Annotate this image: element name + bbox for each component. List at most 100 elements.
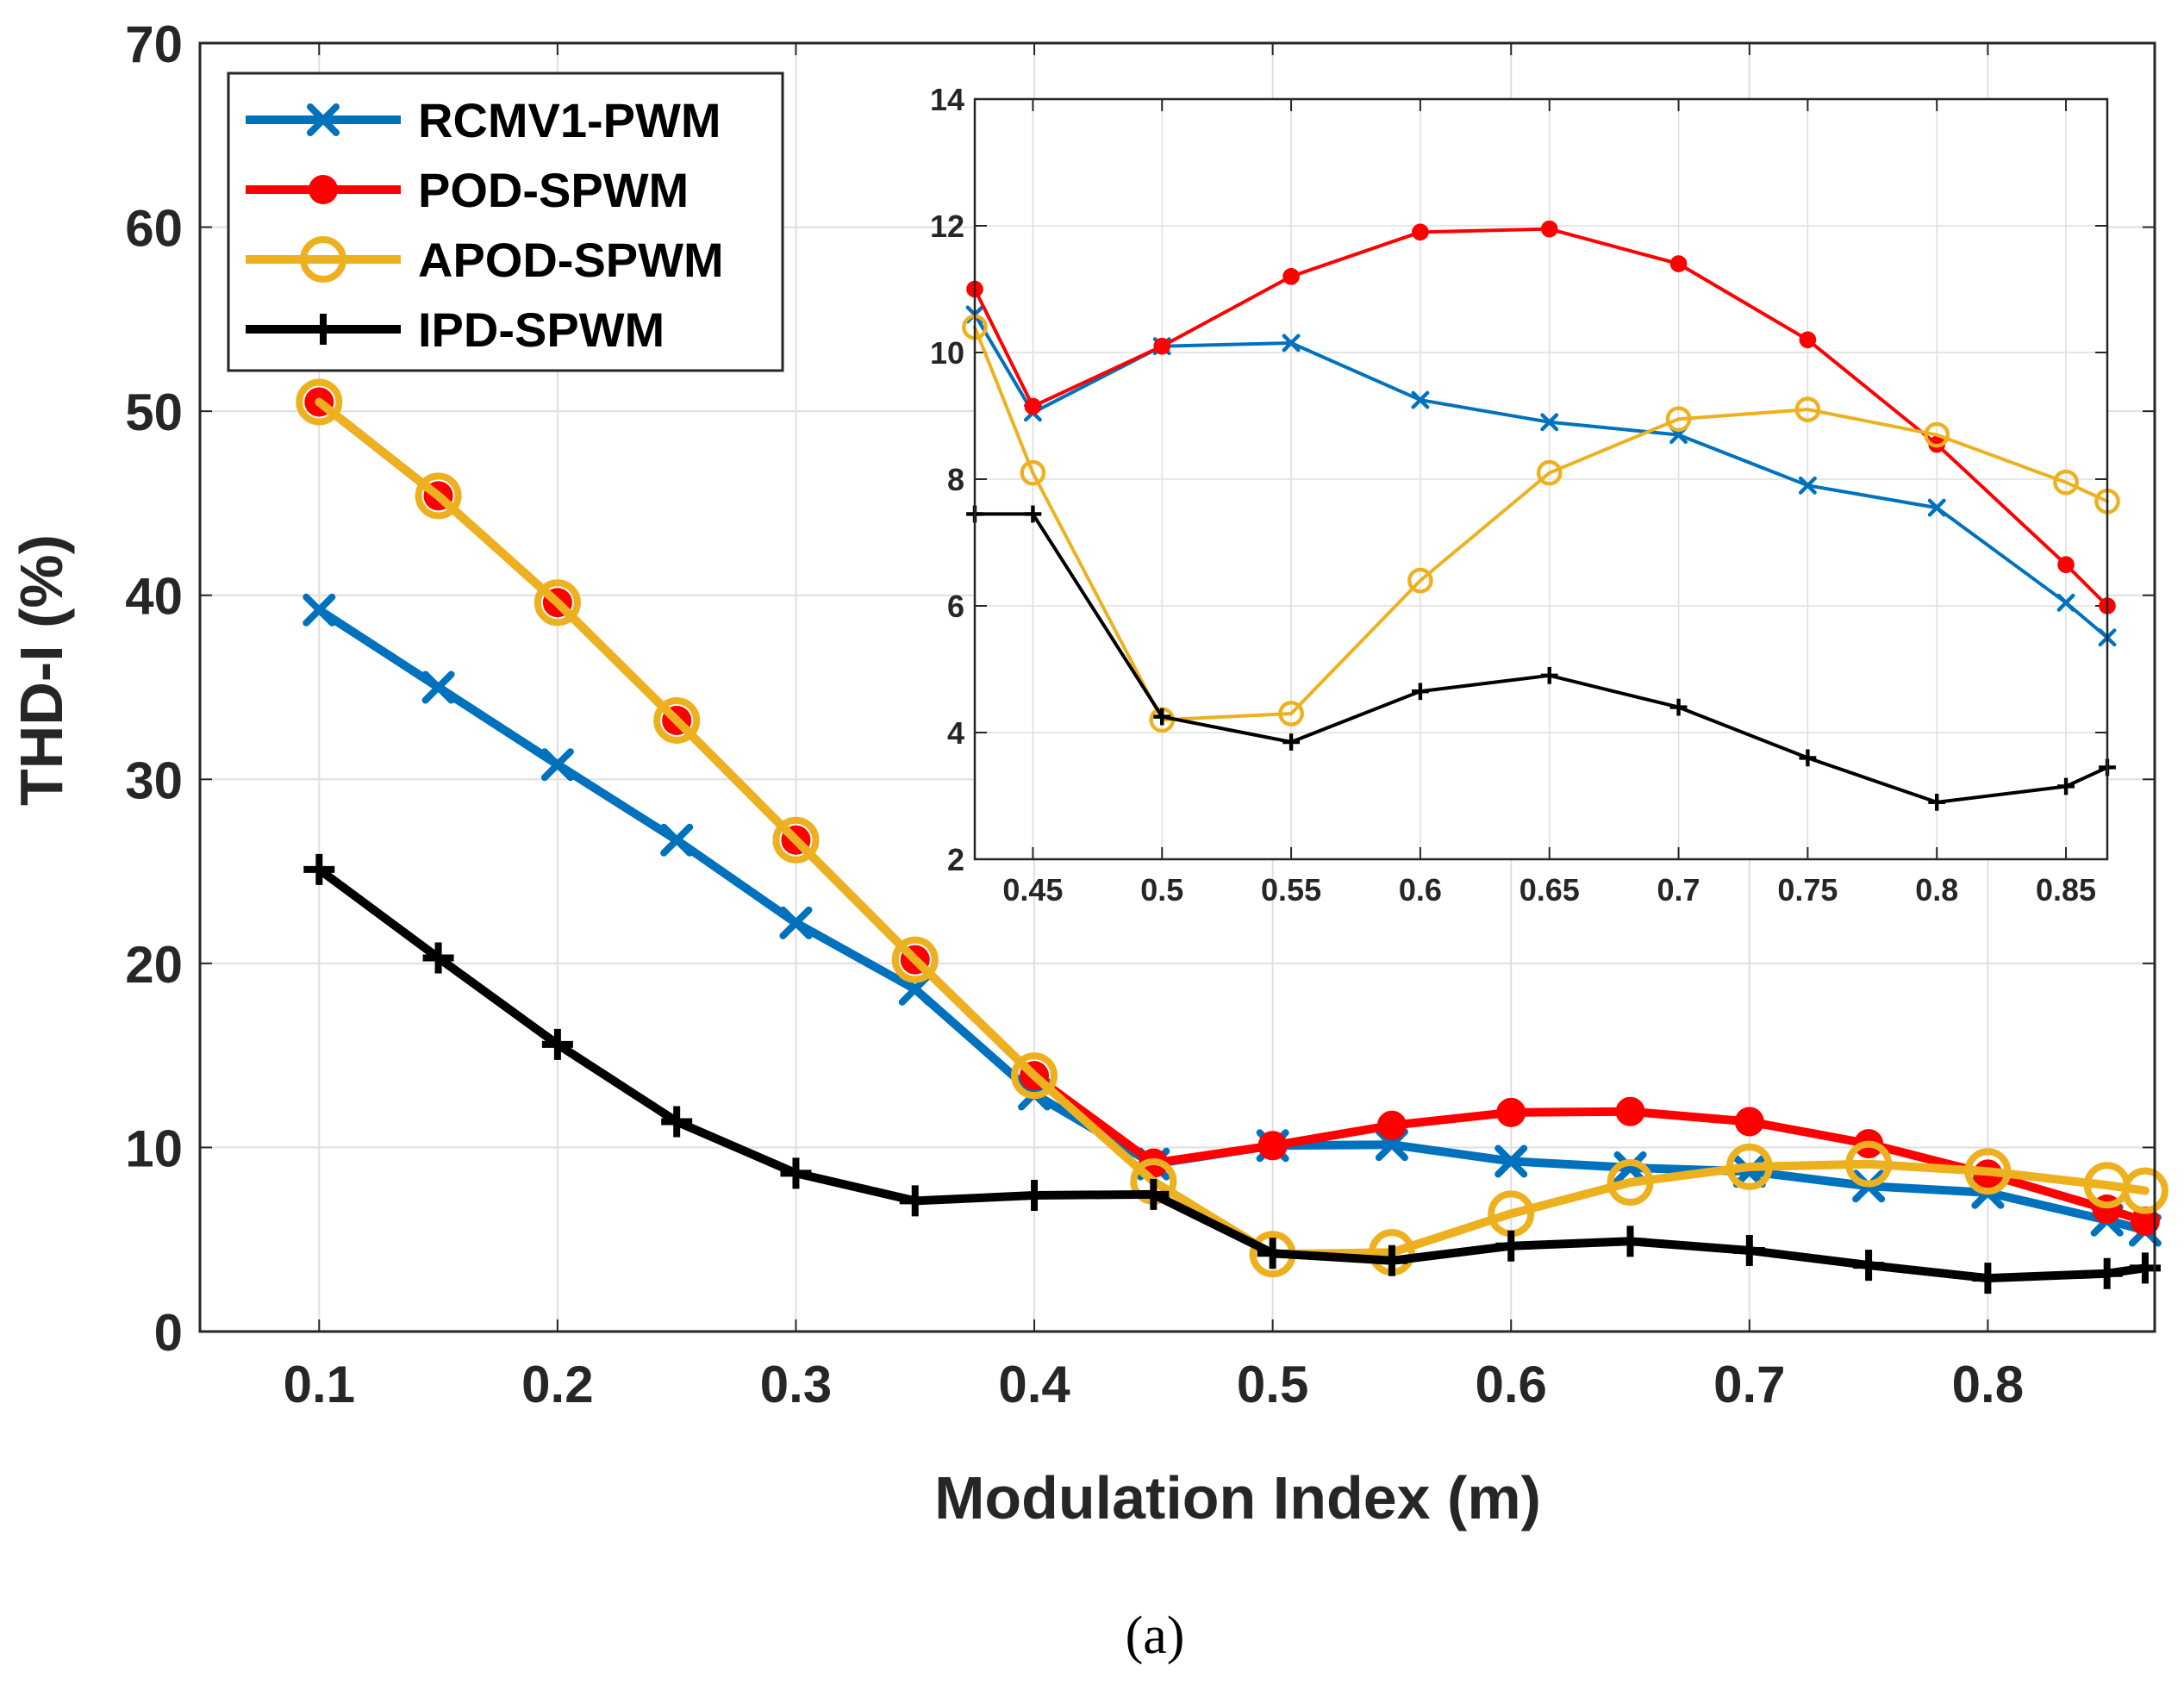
inset-point-apod-spwm xyxy=(1278,701,1304,727)
legend-marker-apod-spwm xyxy=(300,236,346,283)
inset-point-pod-spwm xyxy=(1540,220,1558,238)
main-point-ipd-spwm xyxy=(899,1185,931,1217)
main-point-apod-spwm xyxy=(1845,1140,1893,1188)
main-point-ipd-spwm xyxy=(661,1106,693,1138)
main-point-apod-spwm xyxy=(891,936,939,983)
main-point-apod-spwm xyxy=(1964,1148,2012,1195)
inset-point-pod-spwm xyxy=(1799,331,1817,349)
legend-label-pod-spwm: POD-SPWM xyxy=(418,163,689,217)
main-point-ipd-spwm xyxy=(1138,1178,1170,1210)
main-ytick-label: 0 xyxy=(154,1304,183,1362)
main-point-rcmv1-pwm xyxy=(660,823,694,857)
inset-point-apod-spwm xyxy=(1020,459,1046,486)
main-ytick-label: 60 xyxy=(125,200,183,258)
inset-point-rcmv1-pwm xyxy=(1540,413,1559,432)
main-point-ipd-spwm xyxy=(1614,1226,1646,1257)
main-ytick-label: 10 xyxy=(125,1120,183,1177)
main-point-rcmv1-pwm xyxy=(1494,1144,1528,1178)
inset-xtick-label: 0.55 xyxy=(1261,872,1321,907)
main-point-apod-spwm xyxy=(772,816,820,864)
main-xtick-label: 0.6 xyxy=(1476,1356,1547,1413)
legend-label-rcmv1-pwm: RCMV1-PWM xyxy=(418,93,721,147)
inset-point-ipd-spwm xyxy=(2057,777,2075,795)
inset-point-ipd-spwm xyxy=(1669,698,1688,716)
main-point-apod-spwm xyxy=(415,472,462,520)
main-point-pod-spwm xyxy=(1496,1097,1526,1127)
plot-inset: 0.45 0.5 0.55 0.6 0.65 0.7 0.75 0.8 0.85 2 4 6 8 10 12… xyxy=(930,82,2120,907)
inset-point-apod-spwm xyxy=(2053,469,2079,496)
legend-marker-rcmv1-pwm xyxy=(307,103,340,136)
inset-point-apod-spwm xyxy=(1407,567,1433,594)
main-point-apod-spwm xyxy=(534,579,581,627)
main-point-apod-spwm xyxy=(1725,1143,1773,1190)
main-point-rcmv1-pwm xyxy=(303,593,336,627)
inset-series-apod-spwm xyxy=(962,314,2120,733)
inset-point-pod-spwm xyxy=(2057,556,2075,574)
inset-point-apod-spwm xyxy=(1665,406,1692,433)
main-axes-frame xyxy=(198,41,2156,1333)
inset-point-rcmv1-pwm xyxy=(1927,498,1946,517)
main-point-ipd-spwm xyxy=(1733,1235,1765,1267)
legend-entry-rcmv1-pwm: RCMV1-PWM xyxy=(246,93,721,147)
inset-point-ipd-spwm xyxy=(1153,708,1171,726)
inset-point-rcmv1-pwm xyxy=(1798,476,1817,495)
inset-point-rcmv1-pwm xyxy=(2056,593,2075,612)
inset-xtick-label: 0.75 xyxy=(1777,872,1838,907)
y-axis-label: THD-I (%) xyxy=(8,534,75,806)
legend-marker-pod-spwm xyxy=(309,175,338,204)
inset-xtick-label: 0.65 xyxy=(1519,872,1580,907)
main-xtick-label: 0.1 xyxy=(284,1356,355,1413)
inset-line-apod-spwm xyxy=(973,325,2109,722)
main-point-ipd-spwm xyxy=(422,942,454,974)
legend-entry-apod-spwm: APOD-SPWM xyxy=(246,233,724,287)
inset-point-apod-spwm xyxy=(1924,421,1950,448)
main-point-ipd-spwm xyxy=(1257,1238,1289,1269)
main-point-pod-spwm xyxy=(1376,1110,1407,1140)
inset-ytick-label: 6 xyxy=(947,589,964,624)
inset-ytick-label: 10 xyxy=(930,335,964,371)
main-point-rcmv1-pwm xyxy=(540,748,574,782)
main-xtick-label: 0.7 xyxy=(1713,1356,1785,1413)
main-series-ipd-spwm xyxy=(303,853,2161,1294)
main-point-ipd-spwm xyxy=(541,1028,573,1060)
inset-axes-frame xyxy=(973,97,2109,861)
legend-label-apod-spwm: APOD-SPWM xyxy=(418,233,724,287)
inset-point-ipd-spwm xyxy=(1540,666,1558,684)
main-point-ipd-spwm xyxy=(1495,1230,1527,1262)
main-point-ipd-spwm xyxy=(2091,1257,2123,1289)
inset-series-ipd-spwm xyxy=(966,505,2116,811)
main-xtick-label: 0.3 xyxy=(760,1356,832,1413)
legend-entry-ipd-spwm: IPD-SPWM xyxy=(246,302,665,357)
legend: RCMV1-PWM POD-SPWM APOD-SPWM IPD-SPWM xyxy=(227,72,784,372)
inset-ytick-label: 14 xyxy=(930,82,964,117)
inset-point-pod-spwm xyxy=(1024,397,1042,415)
inset-ytick-label: 8 xyxy=(947,462,964,497)
main-point-ipd-spwm xyxy=(1972,1263,2004,1294)
main-point-pod-spwm xyxy=(1734,1107,1764,1137)
x-axis-label: Modulation Index (m) xyxy=(934,1464,1541,1531)
inset-point-ipd-spwm xyxy=(1282,733,1300,751)
main-point-apod-spwm xyxy=(1011,1052,1058,1100)
figure-caption: (a) xyxy=(1126,1606,1185,1665)
inset-ytick-label: 12 xyxy=(930,209,964,244)
main-point-apod-spwm xyxy=(1607,1159,1654,1207)
legend-label-ipd-spwm: IPD-SPWM xyxy=(418,302,665,357)
inset-point-ipd-spwm xyxy=(1412,683,1429,701)
main-ytick-label: 30 xyxy=(125,752,183,809)
main-point-apod-spwm xyxy=(296,378,343,426)
inset-xtick-label: 0.8 xyxy=(1915,872,1958,907)
inset-point-ipd-spwm xyxy=(1928,793,1946,811)
main-ytick-label: 70 xyxy=(125,16,183,73)
main-point-pod-spwm xyxy=(1257,1131,1288,1161)
main-point-ipd-spwm xyxy=(303,853,335,885)
inset-point-pod-spwm xyxy=(1669,255,1688,272)
inset-point-pod-spwm xyxy=(1282,268,1300,285)
main-point-ipd-spwm xyxy=(1376,1244,1407,1276)
inset-point-apod-spwm xyxy=(1536,459,1563,486)
inset-xtick-label: 0.7 xyxy=(1657,872,1700,907)
inset-xtick-label: 0.6 xyxy=(1399,872,1442,907)
inset-point-ipd-spwm xyxy=(1799,749,1817,767)
main-point-ipd-spwm xyxy=(780,1157,812,1189)
inset-point-rcmv1-pwm xyxy=(1411,390,1430,409)
